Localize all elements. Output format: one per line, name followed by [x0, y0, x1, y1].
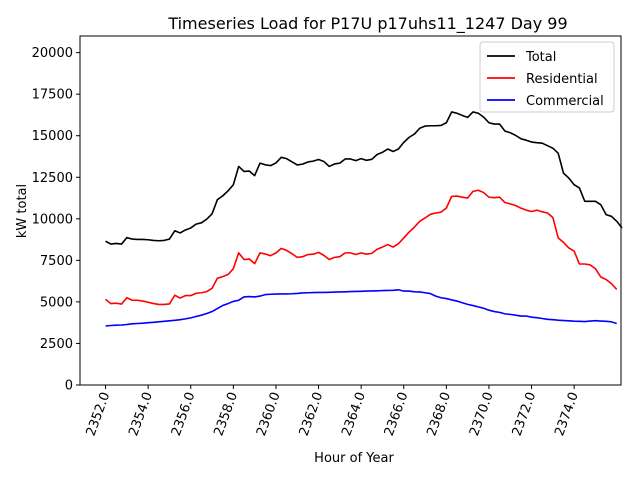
y-axis: 0 2500 5000 7500 10000 12500 15000 17500 20000 [32, 46, 80, 394]
y-tick-label: 12500 [32, 171, 73, 186]
y-tick-label: 2500 [40, 337, 73, 352]
chart-title: Timeseries Load for P17U p17uhs11_1247 D… [167, 14, 567, 34]
y-tick-label: 15000 [32, 129, 73, 144]
x-tick-label: 2352.0 [84, 390, 114, 438]
y-tick-label: 10000 [32, 212, 73, 227]
x-axis: 2352.0 2354.0 2356.0 2358.0 2360.0 2362.0 2364… [84, 385, 582, 438]
x-tick-label: 2360.0 [254, 390, 284, 438]
plot-frame [79, 35, 622, 386]
legend-label-residential: Residential [526, 72, 598, 87]
y-tick-label: 0 [65, 379, 73, 394]
series-line-commercial [105, 288, 617, 327]
x-tick-label: 2368.0 [424, 390, 454, 438]
x-tick-label: 2358.0 [211, 390, 241, 438]
x-tick-label: 2372.0 [510, 390, 540, 438]
series-line-residential [105, 189, 618, 306]
y-axis-label: kW total [15, 184, 30, 238]
x-tick-label: 2356.0 [169, 390, 199, 438]
x-tick-label: 2366.0 [382, 390, 412, 438]
x-axis-label: Hour of Year [314, 451, 394, 466]
x-tick-label: 2374.0 [552, 390, 582, 438]
legend-label-commercial: Commercial [526, 94, 604, 109]
y-tick-label: 7500 [40, 254, 73, 269]
legend: Total Residential Commercial [479, 41, 615, 113]
x-tick-label: 2362.0 [297, 390, 327, 438]
series-line-total [105, 111, 623, 245]
y-tick-label: 5000 [40, 295, 73, 310]
x-tick-label: 2364.0 [339, 390, 369, 438]
y-tick-label: 20000 [32, 46, 73, 61]
x-tick-label: 2370.0 [467, 390, 497, 438]
legend-label-total: Total [525, 50, 556, 65]
y-tick-label: 17500 [32, 88, 73, 103]
x-tick-label: 2354.0 [126, 390, 156, 438]
